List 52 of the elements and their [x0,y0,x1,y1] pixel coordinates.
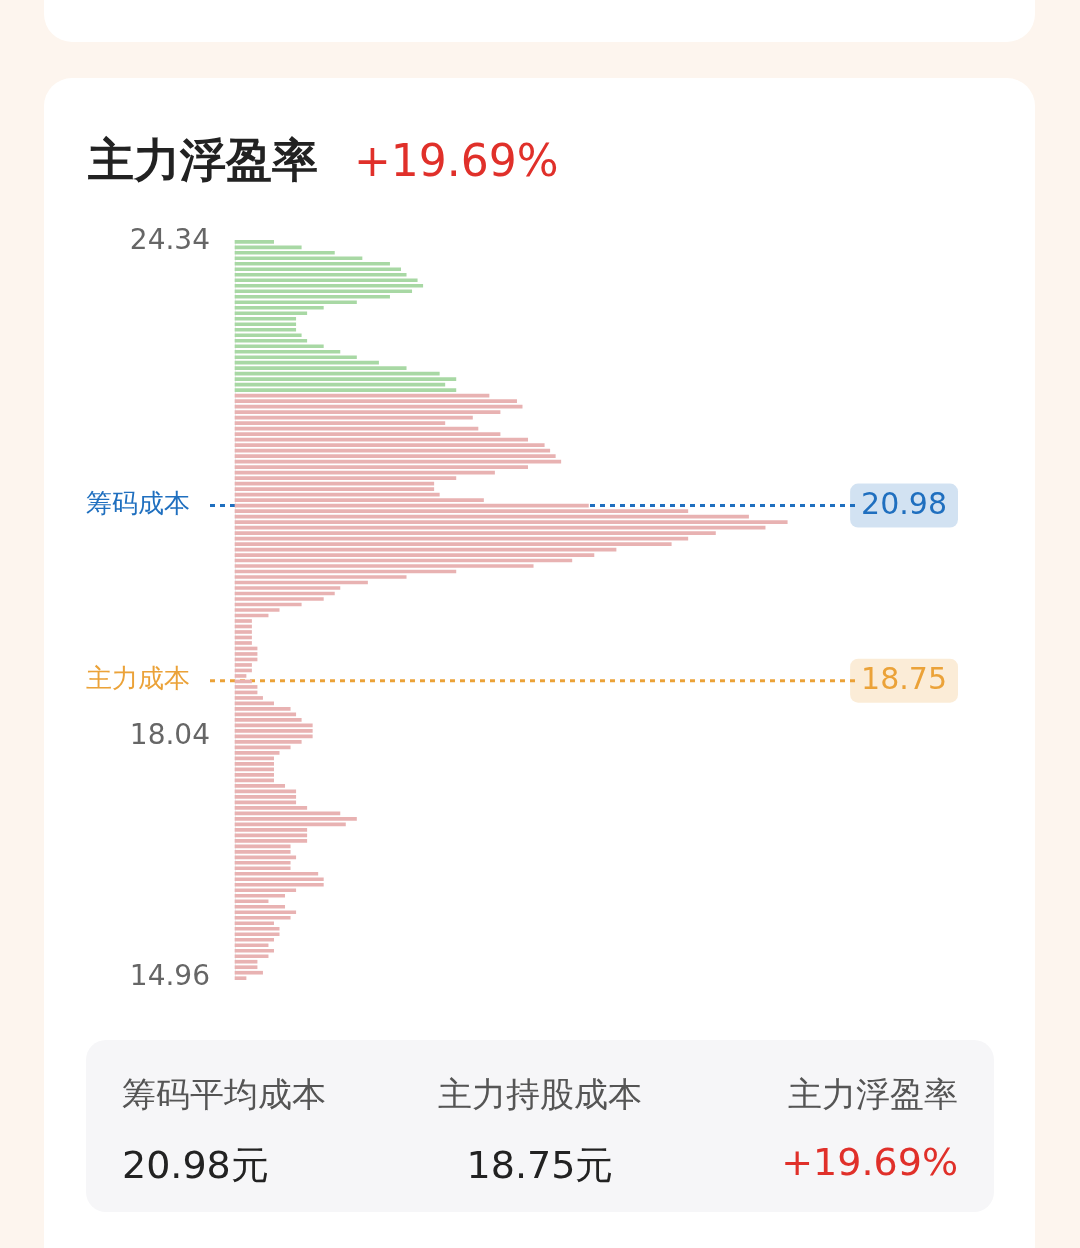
bar [234,608,280,612]
bar [234,553,595,557]
bar [234,520,788,524]
bar [234,619,252,623]
bar [234,652,258,656]
ref-line-label: 筹码成本 [86,488,190,519]
chart-title: 主力浮盈率 [88,132,318,189]
text: 主力浮盈率 [787,1073,958,1116]
y-tick-label: 14.96 [129,959,210,993]
bar [234,575,407,579]
bar [234,454,556,458]
bar [234,718,302,722]
bar [234,707,291,711]
text: +19.69% [780,1140,958,1184]
bar [234,476,457,480]
bar [234,498,484,502]
bar [234,443,545,447]
bar [234,729,313,733]
bar [234,509,689,513]
bar [234,421,446,425]
text: 主力持股成本 [437,1073,643,1116]
text: 20.98 [861,486,947,522]
bar [234,641,252,645]
text: 18.75 [861,661,947,697]
bar [234,487,435,491]
y-tick-label: 18.04 [129,717,210,751]
bar [234,740,302,744]
y-tick-label: 24.34 [129,223,210,257]
text: 20.98元 [122,1142,270,1189]
bar [234,762,274,766]
chart-subtitle: +19.69% [354,135,559,186]
bar [234,795,297,799]
bar [234,784,286,788]
bar [234,531,716,535]
bar [234,564,534,568]
bar [234,432,501,436]
bar [234,806,308,810]
bar [234,685,258,689]
bar [234,597,324,601]
bar [234,663,252,667]
bar [234,674,247,678]
bar [234,410,501,414]
text: 筹码平均成本 [122,1073,327,1116]
bar [234,542,672,546]
bar [234,751,280,755]
bar [234,630,252,634]
bar [234,465,529,469]
bar [234,773,274,777]
text: 18.75元 [465,1142,615,1189]
bar [234,586,341,590]
ref-line-label: 主力成本 [86,663,190,694]
bar [234,696,263,700]
